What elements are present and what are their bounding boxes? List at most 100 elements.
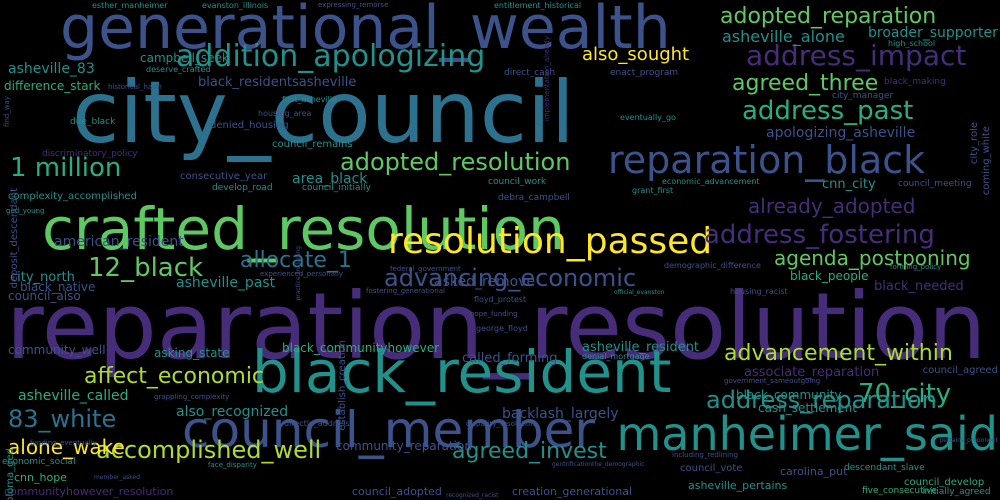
word: denied_housing — [210, 120, 289, 131]
word: esther_manheimer — [92, 1, 168, 10]
word: allocate_1 — [240, 248, 352, 273]
word: black_people — [790, 269, 869, 283]
word: city_council — [72, 63, 575, 163]
word: reparation_black — [608, 138, 926, 182]
word: campbell_seek — [140, 51, 229, 65]
word: council_also — [8, 289, 81, 303]
word: housing_area — [258, 109, 312, 118]
word: apologizing_asheville — [766, 125, 916, 141]
word: asheville_alone — [722, 27, 845, 46]
word: direct_cash — [504, 68, 556, 78]
word: demographic_difference — [664, 261, 761, 270]
word: broader_supporter — [868, 25, 998, 41]
word: associate_reparation — [744, 365, 880, 380]
word: also_sought — [582, 44, 690, 65]
word: advancement_within — [724, 341, 953, 366]
word: address_fostering — [704, 220, 935, 250]
word: council_develop — [904, 477, 985, 488]
word: pertains_proponent — [939, 437, 998, 444]
word: area_black — [292, 171, 368, 187]
word: experienced_personally — [260, 270, 344, 278]
word: asheville_resident — [582, 340, 700, 355]
word: diploma_ged — [5, 448, 16, 500]
word: cash_settlement — [758, 401, 857, 415]
word: council_initially — [302, 183, 371, 193]
word: black_resident — [252, 338, 672, 406]
word: debra_campbell — [498, 193, 570, 203]
word: develop_road — [212, 183, 273, 193]
word: agenda_postponing — [774, 246, 971, 270]
word: practice_including — [295, 246, 302, 301]
word: evanston_illinois — [202, 1, 269, 10]
word: backlash_largely — [502, 406, 619, 422]
word: ged_young — [6, 207, 45, 215]
word: asheville_83 — [8, 61, 95, 77]
word: george_floyd — [476, 324, 528, 333]
word: community_well — [8, 343, 106, 357]
word: deposit_descendant — [9, 188, 20, 289]
word: council_meeting — [898, 179, 972, 189]
word: including_redlining — [672, 451, 739, 459]
word: due_black — [70, 117, 116, 127]
word: cnn_city — [822, 177, 876, 192]
word: consecutive_year — [180, 171, 268, 182]
word: funding_eventually — [30, 439, 97, 447]
word: council_work — [488, 177, 547, 187]
word: official_evanston — [614, 289, 665, 296]
word: grappling_complexity — [154, 393, 230, 401]
word: difference_stark — [4, 79, 101, 93]
word: high_school — [888, 39, 936, 48]
word: initially_agreed — [922, 487, 991, 497]
word: alone_wake — [8, 435, 125, 459]
word: five_consecutive — [862, 486, 937, 496]
word: crafted_resolution — [42, 195, 565, 263]
word: recognized_racist — [446, 492, 499, 499]
word: federal_government — [390, 265, 461, 273]
word: council_vote — [680, 463, 743, 474]
word: city_role — [969, 122, 980, 165]
word: black_native — [20, 280, 96, 294]
word: eventually_go — [620, 113, 676, 122]
word: denial_mortgage — [582, 352, 650, 361]
word: reparation_resolution — [6, 273, 987, 380]
word: black_residentsasheville — [198, 75, 357, 90]
word: entitlement_historical — [494, 1, 582, 10]
word: communityhowever_resolution — [4, 485, 174, 498]
word: government_sameoutgoing — [724, 377, 821, 385]
word: gentrificationthe_demographic — [552, 461, 645, 468]
word: implementation_already — [543, 36, 551, 122]
word: historical_harm — [108, 83, 162, 91]
word: council_agreed — [922, 365, 998, 376]
word: coming_white — [981, 126, 992, 196]
word: black_community — [736, 388, 842, 402]
word: also_recognized — [176, 404, 289, 420]
word: floyd_protest — [474, 295, 527, 304]
word: expressing_remorse — [318, 1, 389, 9]
word: establish_creation — [337, 340, 348, 431]
word: agreed_three — [732, 71, 879, 96]
word: called_forming — [462, 351, 558, 366]
word: advancing_economic — [384, 264, 637, 292]
word: council_remains — [272, 139, 353, 150]
word: city_north — [10, 270, 75, 285]
word: adopted_reparation — [720, 4, 937, 29]
word: address_reparation — [706, 386, 937, 414]
word: descendant_slave — [844, 463, 925, 473]
word: grant_first — [632, 186, 674, 195]
word: asheville_past — [176, 275, 276, 291]
word: black_making — [884, 77, 946, 87]
word: asheville_pertains — [688, 479, 788, 492]
word: hope_funding — [470, 310, 518, 318]
word: resolution_passed — [388, 221, 713, 262]
word: affect_economic — [84, 364, 265, 389]
word: generational_wealth — [60, 0, 671, 63]
word: disparity_resolution — [466, 420, 535, 428]
word: economic_advancement — [662, 177, 760, 186]
word: council_member — [182, 401, 595, 459]
word: asked_remove — [434, 274, 536, 290]
word: asking_state — [154, 346, 230, 360]
word: black_communityhowever — [282, 341, 440, 355]
word: find_way — [3, 96, 11, 127]
word: agreed_invest — [452, 439, 607, 464]
